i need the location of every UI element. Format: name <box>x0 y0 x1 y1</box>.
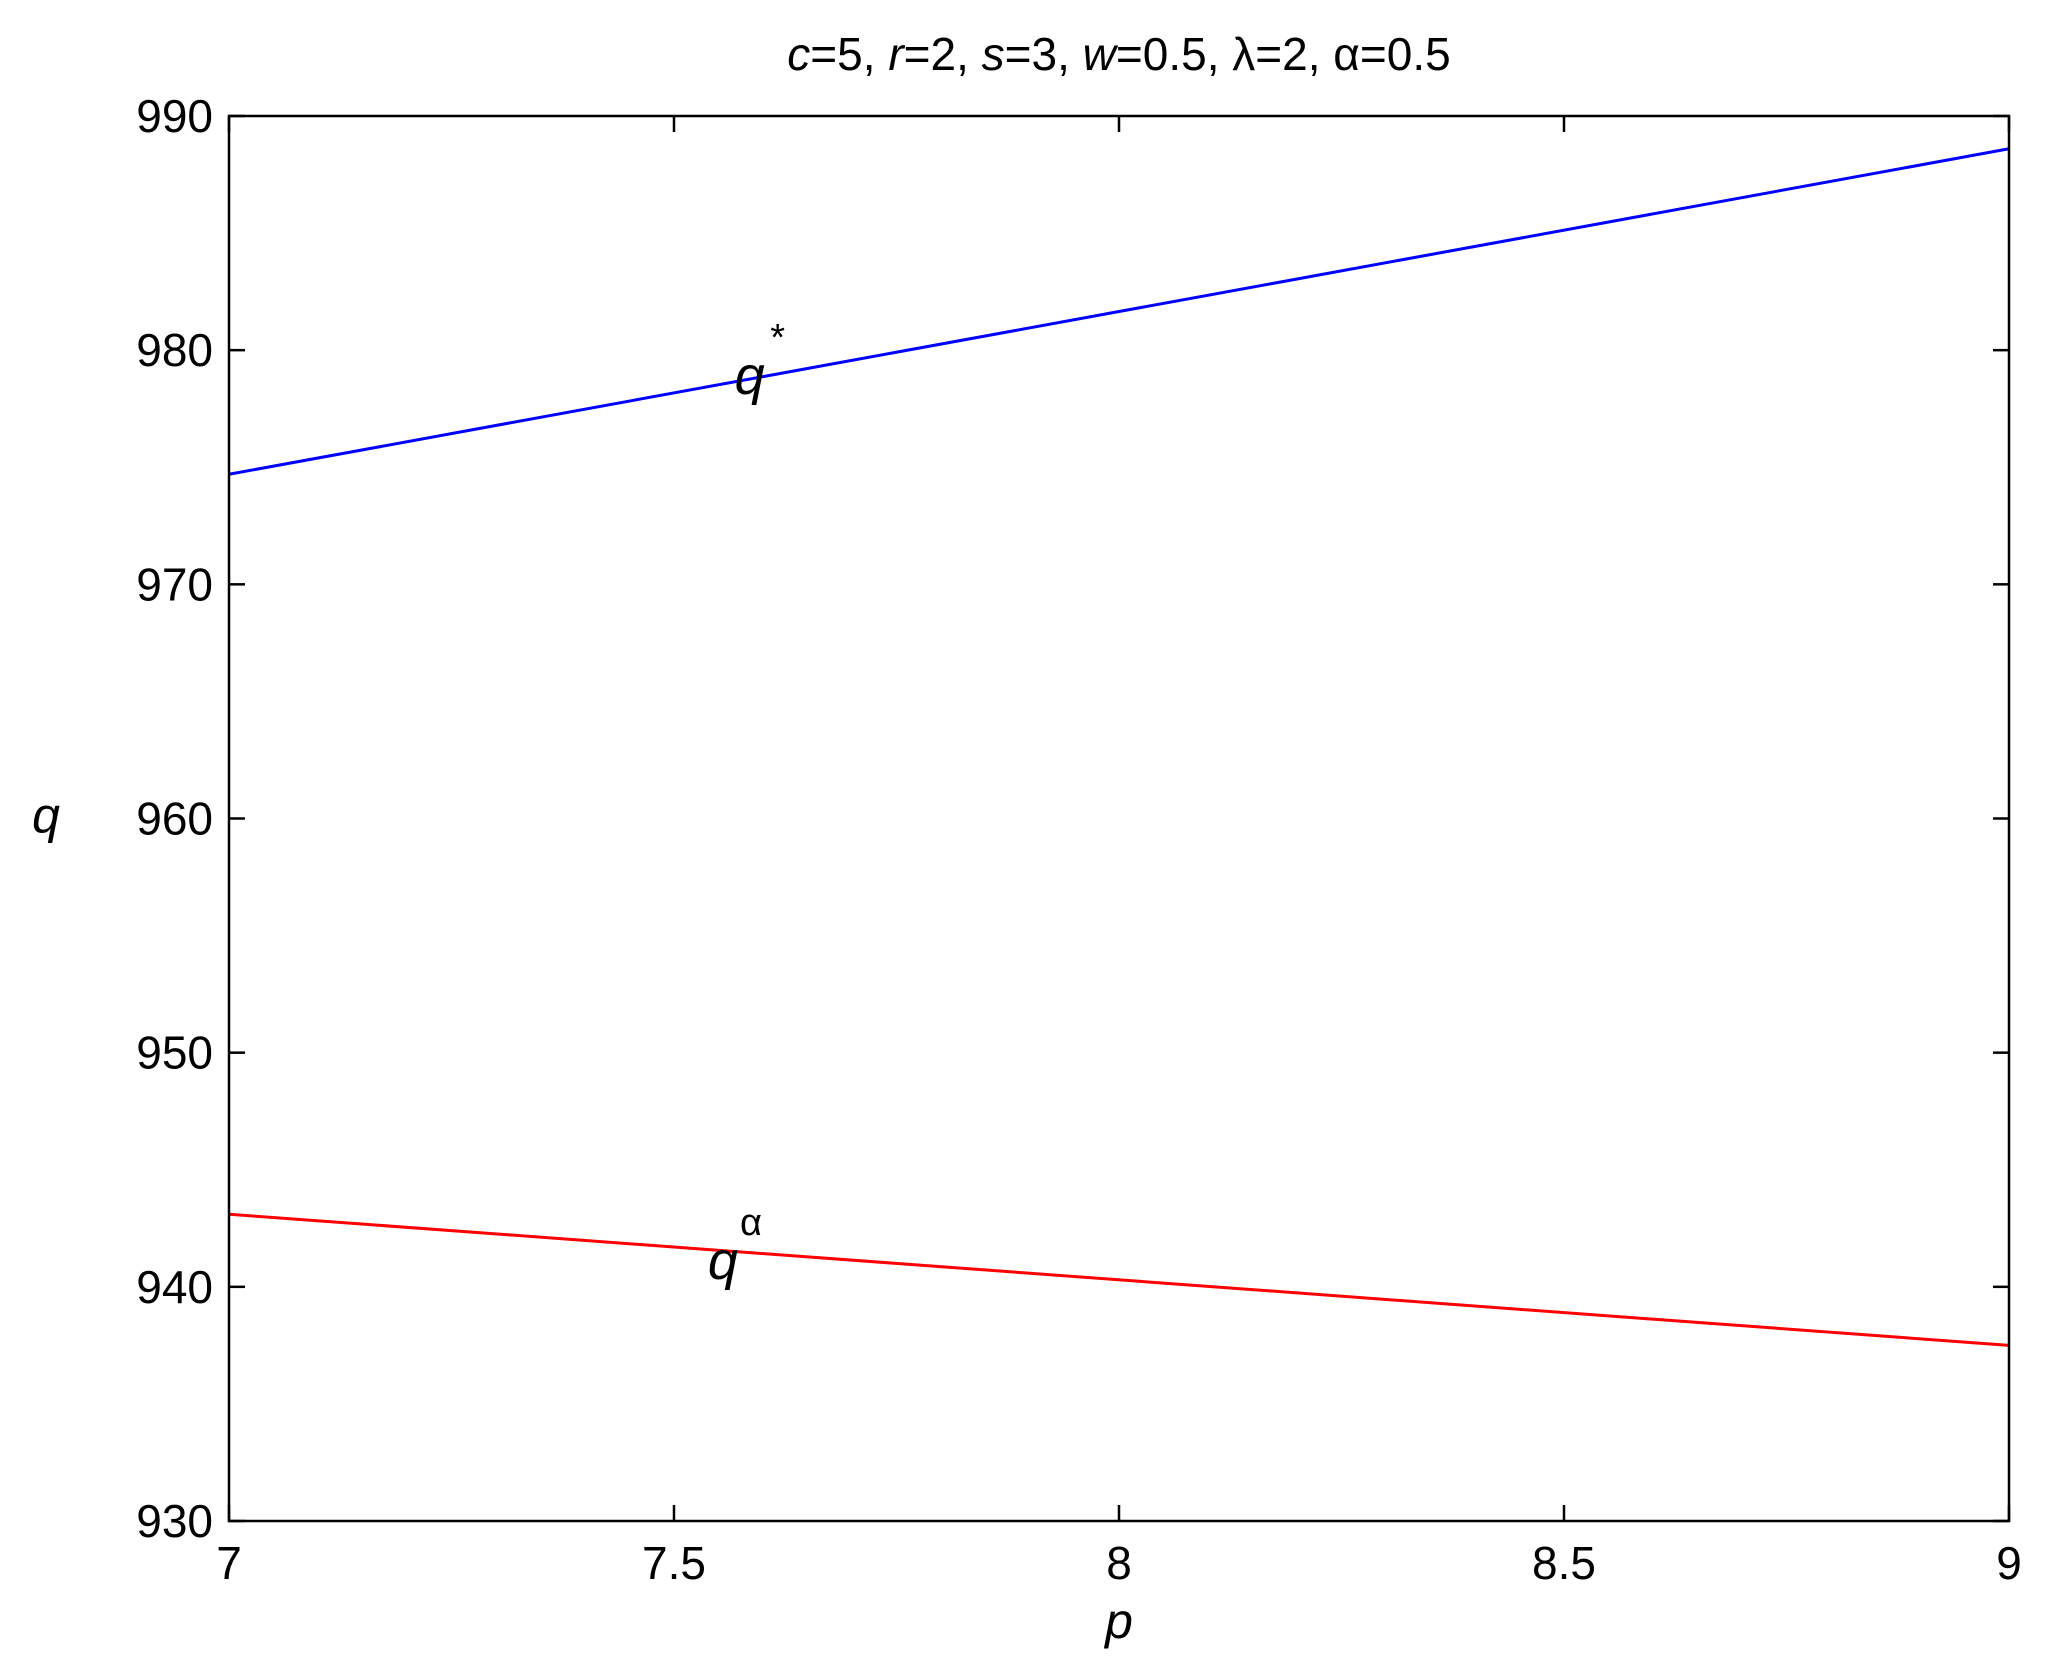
annotation-label: qα <box>708 1202 762 1291</box>
title-segment: w <box>1083 28 1119 80</box>
x-axis-label: p <box>1103 1593 1133 1649</box>
x-tick-label: 9 <box>1996 1537 2022 1589</box>
annotation-base: q <box>735 346 765 406</box>
chart-title: c=5, r=2, s=3, w=0.5, λ=2, α=0.5 <box>787 28 1450 80</box>
annotations: q*qα <box>708 317 785 1291</box>
annotation-label: q* <box>735 317 786 406</box>
series-line-0 <box>228 147 2010 476</box>
title-segment: =5, <box>810 28 888 80</box>
y-tick-label: 990 <box>136 90 213 142</box>
y-tick-label: 970 <box>136 558 213 610</box>
x-axis: 7 7.5 8 8.5 9 <box>216 116 2022 1589</box>
y-tick-label: 940 <box>136 1261 213 1313</box>
title-segment: =3, <box>1005 28 1083 80</box>
y-tick-label: 930 <box>136 1495 213 1547</box>
y-tick-label: 980 <box>136 324 213 376</box>
title-segment: =2, <box>904 28 982 80</box>
y-tick-label: 950 <box>136 1027 213 1079</box>
annotation-base: q <box>708 1231 738 1291</box>
x-tick-label: 8 <box>1106 1537 1132 1589</box>
title-segment: s <box>982 28 1005 80</box>
y-tick-label: 960 <box>136 793 213 845</box>
y-axis: 930 940 950 960 970 980 990 <box>136 90 2009 1547</box>
x-tick-label: 7 <box>216 1537 242 1589</box>
x-tick-label: 8.5 <box>1532 1537 1596 1589</box>
x-tick-label: 7.5 <box>642 1537 706 1589</box>
annotation-superscript: * <box>770 317 785 359</box>
title-segment: c <box>787 28 810 80</box>
title-segment: =0.5, λ=2, α=0.5 <box>1116 28 1451 80</box>
y-axis-label: q <box>32 788 60 844</box>
annotation-superscript: α <box>740 1202 762 1244</box>
title-segment: r <box>888 28 905 80</box>
plot-area <box>228 147 2010 1347</box>
series-line-1 <box>228 1212 2010 1347</box>
